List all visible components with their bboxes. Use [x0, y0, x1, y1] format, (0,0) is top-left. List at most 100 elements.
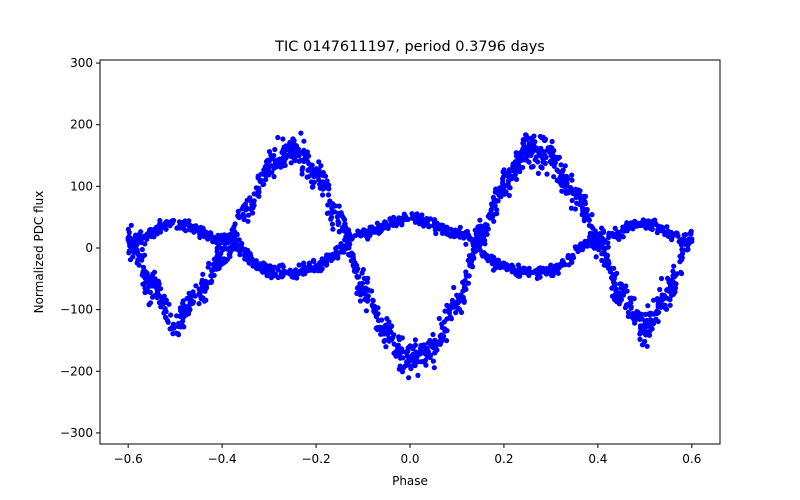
data-point	[241, 214, 247, 220]
data-point	[513, 176, 520, 182]
data-point	[147, 300, 154, 306]
data-point	[132, 238, 138, 244]
data-point	[412, 337, 418, 343]
data-point	[624, 288, 630, 294]
data-point	[158, 286, 164, 292]
data-point	[494, 211, 500, 217]
x-axis-label: Phase	[392, 474, 428, 488]
plot-area	[99, 59, 721, 445]
data-point	[678, 257, 685, 263]
data-point	[608, 231, 615, 237]
data-point	[441, 333, 447, 339]
data-point	[532, 157, 538, 163]
data-point	[491, 218, 497, 224]
data-point	[478, 223, 484, 229]
data-point	[486, 255, 492, 261]
data-point	[407, 343, 413, 349]
data-point	[451, 284, 457, 291]
data-point	[537, 265, 543, 271]
data-point	[296, 158, 302, 164]
data-point	[208, 273, 214, 279]
data-point	[621, 285, 627, 291]
data-point	[302, 152, 308, 158]
data-point	[477, 229, 484, 235]
data-point	[462, 230, 468, 236]
data-point	[581, 216, 588, 222]
data-point	[414, 354, 420, 360]
data-point	[526, 265, 532, 271]
data-point	[175, 331, 181, 337]
data-point	[130, 254, 136, 260]
data-point	[647, 223, 654, 229]
data-point	[220, 260, 227, 266]
data-point	[622, 226, 628, 232]
data-point	[264, 273, 270, 279]
data-point	[272, 146, 278, 153]
data-point	[357, 298, 363, 304]
data-point	[518, 269, 524, 275]
data-point	[509, 176, 515, 182]
data-point	[414, 350, 421, 356]
data-point	[461, 235, 467, 241]
data-point	[154, 286, 160, 292]
y-tick-label: −100	[60, 303, 93, 317]
data-point	[236, 237, 242, 243]
data-point	[230, 239, 236, 246]
data-point	[271, 153, 277, 159]
data-point	[458, 309, 465, 315]
data-point	[509, 269, 515, 275]
data-point	[490, 259, 496, 265]
data-point	[187, 295, 193, 301]
data-point	[147, 289, 153, 295]
data-point	[513, 153, 520, 159]
data-point	[639, 220, 645, 226]
data-point	[654, 296, 660, 302]
data-point	[181, 219, 187, 225]
data-point	[664, 224, 670, 230]
data-point	[619, 233, 625, 239]
data-point	[544, 171, 550, 177]
data-point	[480, 253, 486, 259]
data-point	[569, 177, 575, 183]
data-point	[375, 317, 382, 324]
data-point	[569, 197, 575, 204]
data-point	[342, 227, 348, 233]
data-point	[168, 312, 174, 318]
data-point	[306, 260, 312, 266]
data-point	[326, 186, 332, 192]
data-point	[430, 358, 436, 364]
data-point	[667, 302, 673, 308]
data-point	[322, 261, 328, 267]
data-point	[551, 148, 557, 154]
data-point	[247, 206, 253, 212]
data-point	[632, 320, 638, 326]
data-point	[357, 283, 363, 289]
data-point	[232, 221, 238, 227]
data-point	[642, 338, 648, 345]
data-point	[474, 234, 480, 240]
data-point	[345, 251, 352, 258]
data-point	[334, 251, 340, 257]
data-point	[288, 153, 294, 159]
data-point	[140, 281, 146, 287]
data-point	[443, 338, 450, 344]
data-point	[422, 357, 429, 363]
data-point	[247, 195, 253, 201]
data-point	[218, 235, 225, 241]
data-point	[306, 174, 312, 180]
data-point	[389, 337, 395, 343]
data-point	[604, 252, 611, 258]
data-point	[537, 274, 543, 280]
data-point	[183, 228, 189, 234]
data-point	[537, 269, 543, 275]
data-point	[490, 194, 496, 200]
data-point	[528, 164, 535, 170]
x-tick-label: 0.2	[494, 452, 513, 466]
data-point	[363, 308, 369, 314]
data-point	[128, 237, 134, 243]
data-point	[245, 212, 252, 218]
data-point	[373, 325, 379, 331]
data-point	[313, 173, 319, 179]
data-point	[469, 264, 476, 270]
data-point	[383, 344, 389, 350]
